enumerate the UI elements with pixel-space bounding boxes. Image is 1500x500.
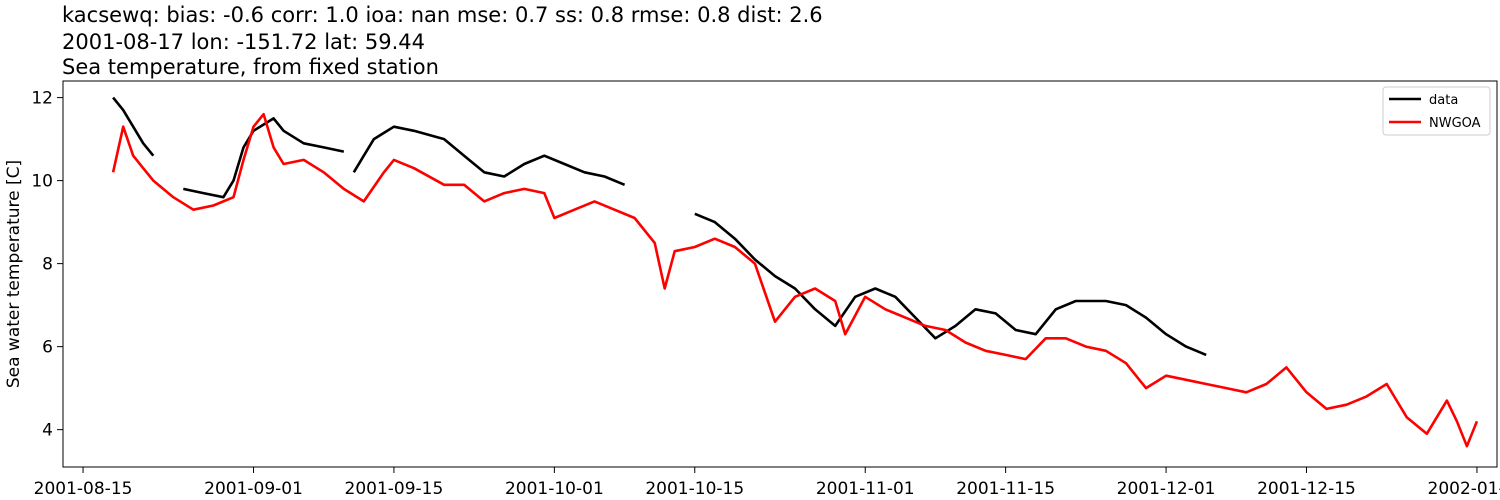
series-layer <box>111 96 1479 448</box>
y-axis: 4 6 8 10 12 <box>31 89 63 441</box>
y-tick-label: 8 <box>42 255 53 275</box>
y-tick-label: 6 <box>42 338 53 358</box>
x-tick-label: 2001-12-15 <box>1257 479 1356 499</box>
series-data-line-2 <box>352 125 626 187</box>
x-tick-label: 2001-09-01 <box>204 479 303 499</box>
y-axis-label: Sea water temperature [C] <box>4 160 24 388</box>
x-tick-label: 2002-01-01 <box>1428 479 1500 499</box>
series-nwgoa-line-0 <box>111 112 1479 448</box>
y-tick-label: 4 <box>42 421 53 441</box>
chart-title-location: 2001-08-17 lon: -151.72 lat: 59.44 <box>62 30 425 54</box>
y-tick-label: 12 <box>31 89 53 109</box>
legend-label-data: data <box>1429 93 1458 108</box>
plot-frame <box>62 80 1498 468</box>
y-tick-label: 10 <box>31 172 53 192</box>
series-data-line-0 <box>112 96 155 157</box>
chart-title-stats: kacsewq: bias: -0.6 corr: 1.0 ioa: nan m… <box>62 3 823 27</box>
x-tick-label: 2001-11-15 <box>956 479 1055 499</box>
legend-label-nwgoa: NWGOA <box>1429 116 1481 131</box>
x-axis: 2001-08-15 2001-09-01 2001-09-15 2001-10-01… <box>34 467 1500 499</box>
x-tick-label: 2001-09-15 <box>345 479 444 499</box>
legend: data NWGOA <box>1382 86 1491 136</box>
x-tick-label: 2001-10-01 <box>505 479 604 499</box>
x-tick-label: 2001-11-01 <box>816 479 915 499</box>
series-data-line-3 <box>694 212 1207 357</box>
x-tick-label: 2001-12-01 <box>1117 479 1216 499</box>
x-tick-label: 2001-10-15 <box>645 479 744 499</box>
x-tick-label: 2001-08-15 <box>34 479 133 499</box>
series-data-line-1 <box>183 117 345 199</box>
chart-title-variable: Sea temperature, from fixed station <box>62 55 439 79</box>
